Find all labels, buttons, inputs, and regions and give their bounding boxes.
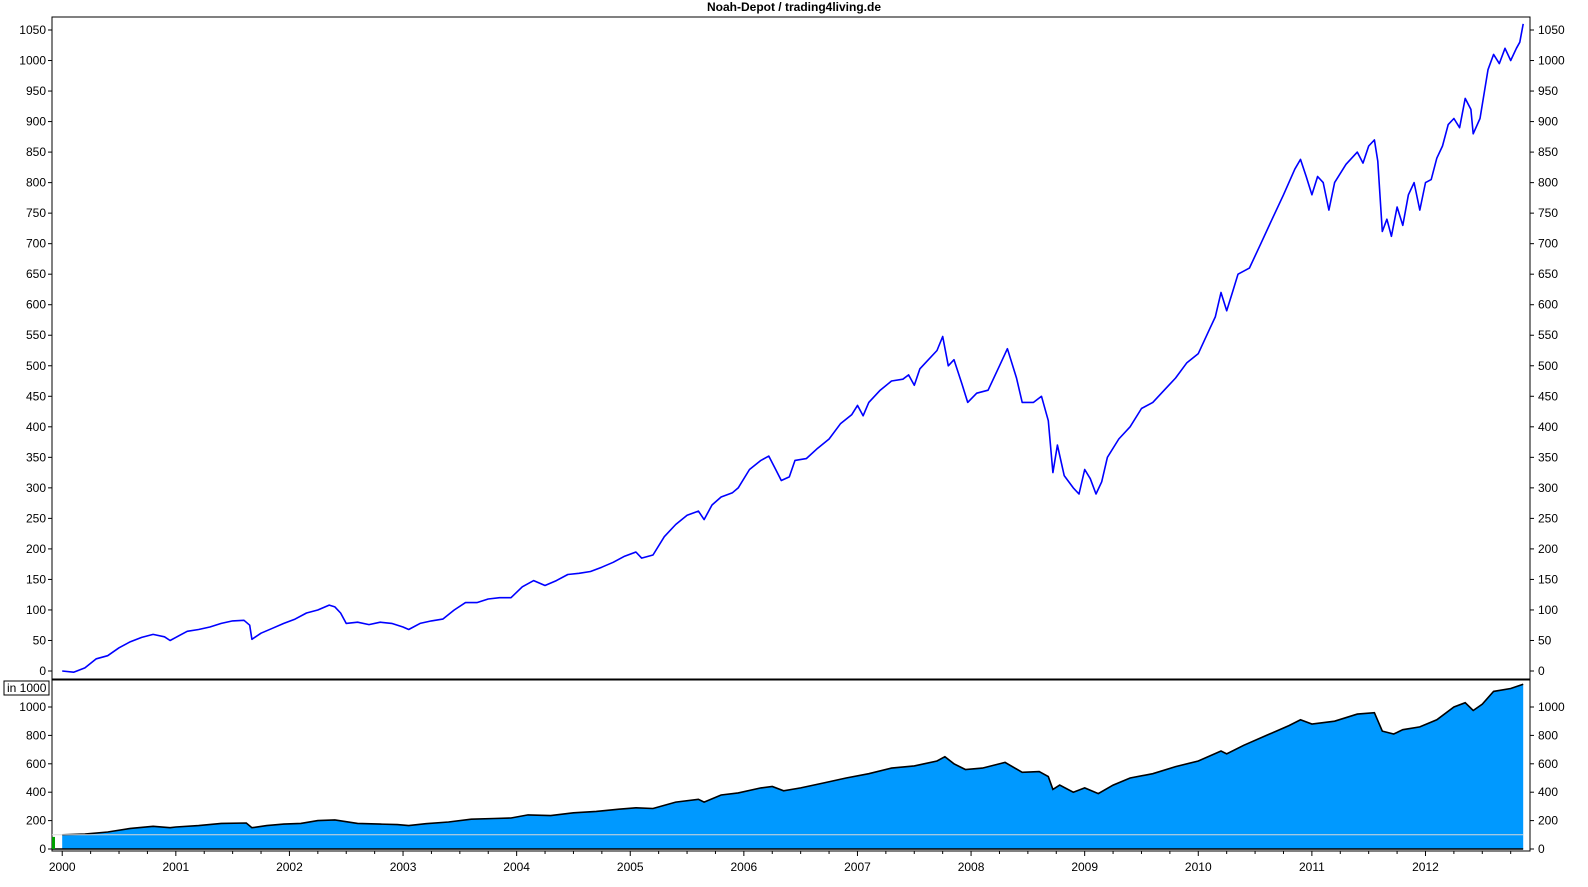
x-tick-label: 2012 [1412,860,1439,874]
y-tick-label-left-top: 650 [26,267,46,281]
y-tick-label-left-top: 250 [26,511,46,525]
y-tick-label-left-top: 900 [26,115,46,129]
y-tick-label-right-bottom: 200 [1538,814,1558,828]
chart-title: Noah-Depot / trading4living.de [706,0,881,14]
y-tick-label-left-top: 750 [26,206,46,220]
y-tick-label-left-bottom: 800 [26,728,46,742]
y-tick-label-left-top: 800 [26,176,46,190]
y-tick-label-right-top: 350 [1538,450,1558,464]
equity-area-outline [62,683,1524,836]
plot-frame-top [51,16,1531,680]
y-tick-label-left-top: 450 [26,389,46,403]
y-tick-label-right-top: 450 [1538,389,1558,403]
y-tick-label-left-top: 950 [26,84,46,98]
x-tick-label: 2010 [1185,860,1212,874]
x-tick-label: 2001 [162,860,189,874]
y-tick-label-left-top: 200 [26,542,46,556]
x-tick-label: 2000 [49,860,76,874]
unit-label-box [3,680,50,696]
y-tick-label-right-top: 250 [1538,511,1558,525]
y-tick-label-right-top: 0 [1538,664,1545,678]
y-tick-label-right-top: 850 [1538,145,1558,159]
y-tick-label-left-bottom: 600 [26,757,46,771]
y-tick-label-right-top: 300 [1538,481,1558,495]
y-tick-label-right-top: 550 [1538,328,1558,342]
y-tick-label-right-bottom: 1000 [1538,700,1565,714]
equity-line [62,23,1524,673]
y-tick-label-left-bottom: 200 [26,814,46,828]
equity-area-panel: 0 0 200 200 400 400 600 600 800 800 1000 1000 in 100… [3,679,1565,856]
y-tick-label-left-top: 400 [26,420,46,434]
y-tick-label-left-top: 600 [26,298,46,312]
y-tick-label-right-bottom: 600 [1538,757,1558,771]
y-tick-label-right-top: 1050 [1538,23,1565,37]
y-tick-label-left-top: 700 [26,237,46,251]
x-tick-label: 2003 [390,860,417,874]
y-tick-label-right-top: 650 [1538,267,1558,281]
y-tick-label-left-top: 350 [26,450,46,464]
y-tick-label-right-top: 1000 [1538,54,1565,68]
y-tick-label-right-top: 100 [1538,603,1558,617]
y-tick-label-left-top: 1000 [19,54,46,68]
x-tick-label: 2009 [1071,860,1098,874]
y-tick-label-left-top: 300 [26,481,46,495]
y-tick-label-left-bottom: 0 [39,842,46,856]
y-tick-label-right-top: 150 [1538,572,1558,586]
y-tick-label-right-top: 800 [1538,176,1558,190]
y-tick-label-left-bottom: 400 [26,785,46,799]
y-tick-label-right-top: 900 [1538,115,1558,129]
y-tick-label-left-bottom: 1000 [19,700,46,714]
x-tick-label: 2007 [844,860,871,874]
y-tick-label-left-top: 100 [26,603,46,617]
y-tick-label-right-top: 400 [1538,420,1558,434]
y-tick-label-right-top: 500 [1538,359,1558,373]
x-tick-label: 2011 [1299,860,1325,874]
x-tick-label: 2005 [617,860,644,874]
y-tick-label-left-top: 0 [39,664,46,678]
y-tick-label-left-top: 550 [26,328,46,342]
start-marker [52,836,55,849]
y-tick-label-right-top: 750 [1538,206,1558,220]
y-tick-label-right-bottom: 0 [1538,842,1545,856]
unit-label: in 1000 [7,681,47,695]
y-tick-label-right-bottom: 400 [1538,785,1558,799]
x-tick-label: 2006 [731,860,758,874]
x-tick-label: 2004 [503,860,530,874]
y-tick-label-left-top: 150 [26,572,46,586]
y-tick-label-right-top: 200 [1538,542,1558,556]
y-tick-label-left-top: 1050 [19,23,46,37]
y-tick-label-left-top: 50 [33,633,47,647]
x-tick-label: 2008 [958,860,985,874]
equity-line-panel: 0 0 50 50 100 100 150 150 200 200 250 250 300 300 350 3… [19,16,1565,680]
equity-area [62,684,1524,849]
y-tick-label-left-top: 500 [26,359,46,373]
y-tick-label-right-top: 600 [1538,298,1558,312]
y-tick-label-right-bottom: 800 [1538,728,1558,742]
y-tick-label-right-top: 700 [1538,237,1558,251]
y-tick-label-left-top: 850 [26,145,46,159]
x-tick-label: 2002 [276,860,303,874]
y-tick-label-right-top: 950 [1538,84,1558,98]
y-tick-label-right-top: 50 [1538,633,1552,647]
